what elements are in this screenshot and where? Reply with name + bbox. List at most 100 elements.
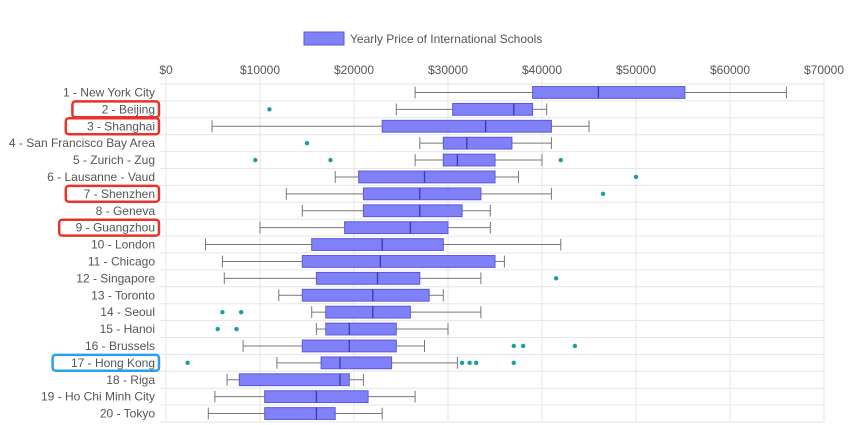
x-tick-label: $20000 bbox=[334, 63, 374, 77]
box-item[interactable] bbox=[267, 102, 548, 116]
box-item[interactable] bbox=[215, 322, 449, 336]
y-category-label: 13 - Toronto bbox=[91, 288, 155, 302]
box-iqr[interactable] bbox=[301, 288, 430, 302]
box-item[interactable] bbox=[226, 373, 364, 387]
box-iqr[interactable] bbox=[442, 153, 496, 167]
outlier-point[interactable] bbox=[511, 360, 516, 366]
box-item[interactable] bbox=[220, 305, 482, 319]
y-category-label: 15 - Hanoi bbox=[100, 322, 155, 336]
box-iqr[interactable] bbox=[532, 86, 686, 99]
y-category-label: 7 - Shenzhen bbox=[84, 187, 155, 201]
box-item[interactable] bbox=[259, 221, 491, 235]
box-item[interactable] bbox=[414, 86, 787, 99]
outlier-point[interactable] bbox=[572, 343, 578, 349]
outlier-point[interactable] bbox=[220, 309, 225, 315]
outlier-point[interactable] bbox=[304, 140, 310, 146]
x-axis-ticks: $0 $10000 $20000 $30000 $40000 $50000 $60000 $7… bbox=[159, 63, 844, 77]
x-tick-label: $60000 bbox=[710, 63, 750, 77]
y-category-label: 16 - Brussels bbox=[85, 339, 155, 353]
y-category-label: 5 - Zurich - Zug bbox=[73, 153, 155, 167]
box-iqr[interactable] bbox=[358, 170, 496, 184]
box-item[interactable] bbox=[253, 153, 563, 167]
y-category-label: 17 - Hong Kong bbox=[71, 356, 155, 370]
box-item[interactable] bbox=[204, 238, 562, 251]
outlier-point[interactable] bbox=[234, 326, 239, 332]
box-iqr[interactable] bbox=[311, 238, 444, 251]
legend-swatch bbox=[303, 31, 345, 46]
y-category-label: 11 - Chicago bbox=[88, 254, 155, 268]
outlier-point[interactable] bbox=[633, 174, 639, 180]
y-category-label: 14 - Seoul bbox=[100, 305, 155, 319]
box-iqr[interactable] bbox=[362, 204, 463, 218]
highlight-box bbox=[57, 218, 161, 237]
outlier-point[interactable] bbox=[474, 360, 479, 366]
box-item[interactable] bbox=[223, 271, 559, 285]
y-category-label: 12 - Singapore bbox=[76, 271, 155, 285]
outlier-point[interactable] bbox=[600, 191, 606, 197]
box-iqr[interactable] bbox=[381, 119, 552, 133]
box-iqr[interactable] bbox=[325, 305, 411, 319]
highlight-boxes bbox=[51, 100, 161, 373]
x-tick-label: $10000 bbox=[240, 63, 280, 77]
outlier-point[interactable] bbox=[467, 360, 472, 366]
y-category-label: 3 - Shanghai bbox=[87, 119, 155, 133]
highlight-box bbox=[51, 353, 161, 373]
box-iqr[interactable] bbox=[320, 356, 393, 370]
x-tick-label: $40000 bbox=[522, 63, 562, 77]
box-item[interactable] bbox=[207, 407, 383, 420]
box-item[interactable] bbox=[214, 390, 416, 404]
outlier-point[interactable] bbox=[267, 107, 272, 112]
legend[interactable]: Yearly Price of International Schools bbox=[303, 31, 542, 46]
highlight-box bbox=[64, 117, 161, 136]
y-category-label: 6 - Lausanne - Vaud bbox=[47, 170, 155, 184]
y-category-label: 9 - Guangzhou bbox=[76, 221, 155, 235]
outlier-point[interactable] bbox=[511, 343, 516, 349]
y-category-label: 18 - Riga bbox=[106, 373, 155, 387]
x-tick-label: $0 bbox=[159, 63, 173, 77]
box-iqr[interactable] bbox=[325, 322, 397, 336]
outlier-point[interactable] bbox=[185, 360, 190, 366]
x-tick-label: $50000 bbox=[616, 63, 656, 77]
x-tick-label: $30000 bbox=[428, 63, 468, 77]
box-item[interactable] bbox=[221, 255, 505, 268]
box-iqr[interactable] bbox=[315, 271, 421, 285]
box-iqr[interactable] bbox=[362, 187, 482, 201]
box-iqr[interactable] bbox=[452, 102, 534, 116]
box-item[interactable] bbox=[334, 170, 639, 184]
y-category-label: 1 - New York City bbox=[63, 85, 155, 99]
y-axis-labels: 1 - New York City 2 - Beijing 3 - Shanghai… bbox=[9, 85, 155, 420]
outlier-point[interactable] bbox=[253, 157, 258, 163]
y-category-label: 10 - London bbox=[91, 238, 155, 252]
box-series bbox=[185, 86, 787, 420]
outlier-point[interactable] bbox=[553, 276, 559, 281]
outlier-point[interactable] bbox=[328, 157, 333, 163]
y-category-label: 19 - Ho Chi Minh City bbox=[41, 390, 155, 404]
y-category-label: 2 - Beijing bbox=[102, 102, 155, 116]
box-item[interactable] bbox=[242, 339, 578, 353]
box-item[interactable] bbox=[304, 136, 552, 150]
grid bbox=[160, 76, 825, 423]
legend-label: Yearly Price of International Schools bbox=[350, 32, 542, 46]
highlight-box bbox=[64, 184, 161, 204]
y-category-label: 20 - Tokyo bbox=[100, 407, 155, 421]
box-item[interactable] bbox=[285, 187, 606, 201]
outlier-point[interactable] bbox=[459, 360, 465, 366]
outlier-point[interactable] bbox=[521, 343, 526, 349]
box-item[interactable] bbox=[211, 119, 590, 133]
y-category-label: 4 - San Francisco Bay Area bbox=[9, 136, 155, 150]
outlier-point[interactable] bbox=[215, 326, 220, 332]
box-iqr[interactable] bbox=[264, 407, 336, 420]
box-item[interactable] bbox=[185, 356, 516, 370]
x-tick-label: $70000 bbox=[804, 63, 844, 77]
outlier-point[interactable] bbox=[558, 157, 563, 163]
box-item[interactable] bbox=[278, 288, 444, 302]
box-iqr[interactable] bbox=[442, 136, 513, 150]
box-iqr[interactable] bbox=[344, 221, 449, 235]
box-iqr[interactable] bbox=[238, 373, 350, 387]
box-iqr[interactable] bbox=[301, 255, 496, 268]
outlier-point[interactable] bbox=[239, 309, 244, 315]
y-category-label: 8 - Geneva bbox=[96, 204, 156, 218]
box-item[interactable] bbox=[301, 204, 491, 218]
